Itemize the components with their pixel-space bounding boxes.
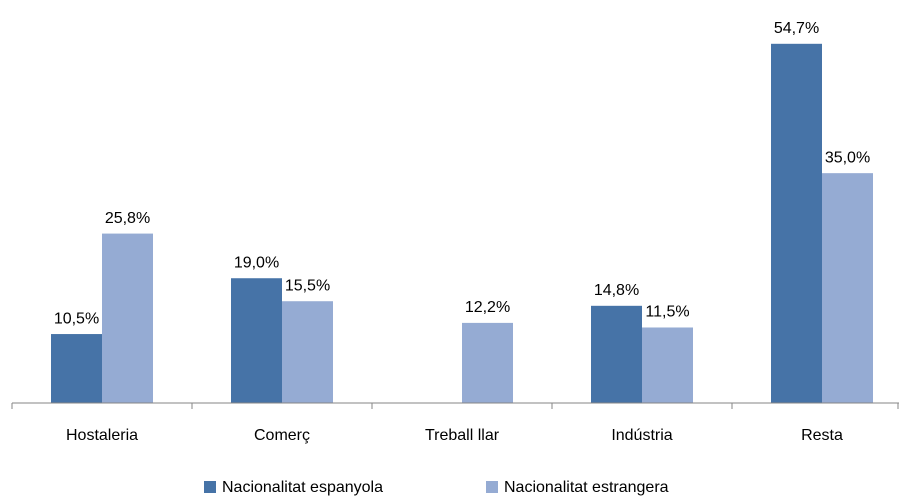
bar (591, 305, 642, 403)
legend-label: Nacionalitat espanyola (222, 479, 383, 496)
bar (51, 334, 102, 403)
bar (822, 173, 873, 403)
value-label: 54,7% (774, 20, 819, 37)
value-label: 25,8% (105, 210, 150, 227)
value-label: 11,5% (645, 304, 689, 321)
bar (102, 233, 153, 403)
bar (771, 43, 822, 403)
value-label: 15,5% (285, 277, 330, 294)
legend-swatch (486, 481, 498, 493)
x-tick-label: Indústria (611, 427, 672, 444)
x-tick-label: Comerç (254, 427, 310, 444)
x-tick-label: Resta (801, 427, 843, 444)
legend-swatch (204, 481, 216, 493)
bar (231, 278, 282, 403)
bar (462, 322, 513, 403)
x-tick-label: Hostaleria (66, 427, 138, 444)
x-tick-label: Treball llar (425, 427, 500, 444)
value-label: 19,0% (234, 254, 279, 271)
bar (642, 327, 693, 403)
value-label: 12,2% (465, 299, 510, 316)
bar (282, 301, 333, 403)
value-label: 10,5% (54, 310, 99, 327)
legend-label: Nacionalitat estrangera (504, 479, 669, 496)
value-label: 35,0% (825, 149, 870, 166)
value-label: 14,8% (594, 282, 639, 299)
